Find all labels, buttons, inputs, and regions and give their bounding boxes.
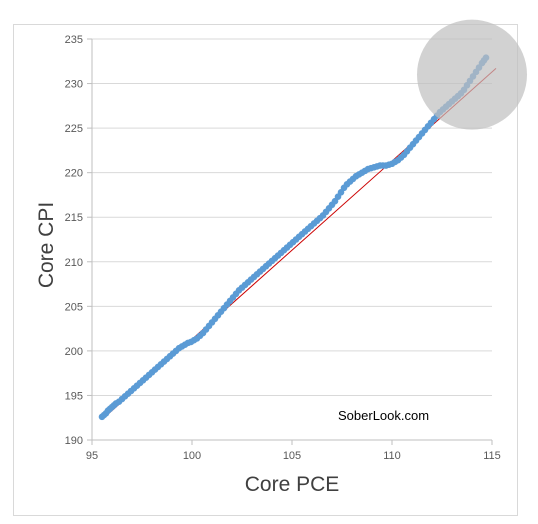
y-tick-label-220: 220 [65,168,83,180]
watermark-annotation: SoberLook.com [338,408,429,423]
x-tick-label-105: 105 [283,450,301,462]
y-axis-title: Core CPI [35,202,58,288]
x-tick-label-100: 100 [183,450,201,462]
x-tick-label-95: 95 [86,450,98,462]
highlight-layer [417,19,527,130]
x-tick-label-110: 110 [383,450,401,462]
y-tick-label-205: 205 [65,301,83,313]
y-tick-labels: 190 195 200 205 210 215 220 225 230 235 [65,34,92,447]
data-points [98,54,490,421]
x-tick-label-115: 115 [483,450,501,462]
highlight-circle [417,19,527,130]
y-tick-label-195: 195 [65,390,83,402]
y-tick-label-190: 190 [65,435,83,447]
y-tick-label-200: 200 [65,346,83,358]
y-tick-label-215: 215 [65,212,83,224]
y-tick-label-210: 210 [65,257,83,269]
x-tick-labels: 95 100 105 110 115 [86,440,501,462]
y-tick-label-230: 230 [65,79,83,91]
x-axis-title: Core PCE [245,473,340,496]
y-tick-label-225: 225 [65,123,83,135]
y-tick-label-235: 235 [65,34,83,46]
